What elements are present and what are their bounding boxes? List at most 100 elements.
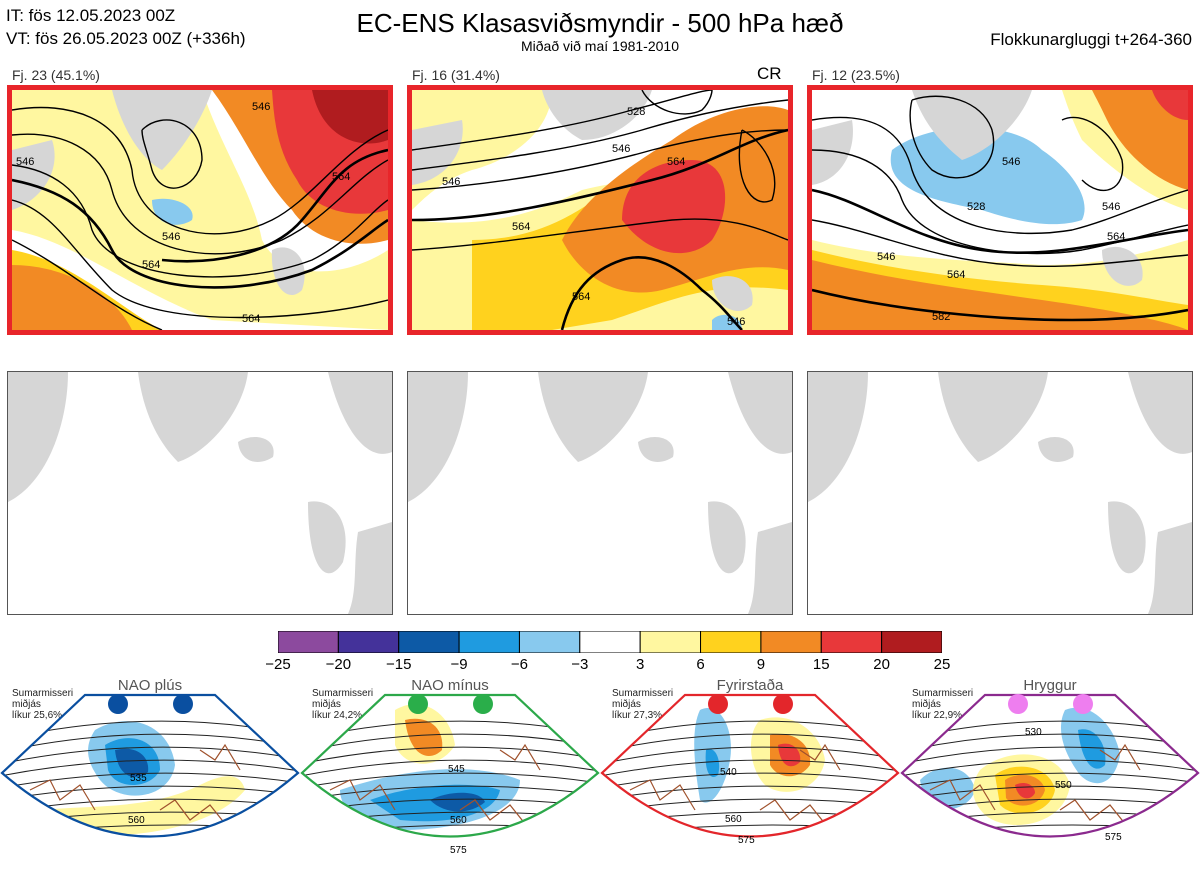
contour-label: 546 bbox=[162, 231, 180, 243]
page-title: EC-ENS Klasasviðsmyndir - 500 hPa hæð bbox=[356, 8, 844, 38]
land-europe bbox=[1108, 501, 1146, 574]
empty-map-2 bbox=[407, 371, 793, 615]
regime-contour bbox=[0, 838, 300, 848]
regime-mid: miðjás bbox=[612, 699, 641, 710]
regime-mid: miðjás bbox=[912, 699, 941, 710]
land-europe-south bbox=[1148, 522, 1192, 614]
regime-contour bbox=[2, 759, 298, 777]
regime-fan-map: 545 560 575 bbox=[300, 693, 600, 856]
regime-contour-label: 575 bbox=[450, 845, 467, 856]
land-greenland bbox=[538, 372, 648, 462]
colorbar-swatch bbox=[639, 630, 702, 654]
regime-contour-label: 545 bbox=[448, 764, 465, 775]
classification-window: Flokkunargluggi t+264-360 bbox=[990, 30, 1192, 49]
contour-label: 528 bbox=[627, 106, 645, 118]
colorbar-swatch bbox=[820, 630, 883, 654]
regime-anomaly-area bbox=[115, 748, 149, 777]
contour-line bbox=[12, 199, 388, 319]
regime-fan-bg bbox=[602, 695, 898, 837]
regime-anomaly-area bbox=[1010, 842, 1045, 854]
regime-anomaly-area bbox=[405, 718, 443, 757]
regime-contour bbox=[602, 733, 898, 753]
anomaly-red-ne bbox=[1152, 90, 1188, 120]
colorbar-swatches bbox=[277, 630, 943, 654]
contour-line-thick bbox=[560, 256, 743, 330]
regime-contour bbox=[2, 746, 298, 765]
contour-line bbox=[141, 119, 203, 189]
contour-label: 546 bbox=[16, 156, 34, 168]
colorbar-tick-label: −3 bbox=[571, 656, 589, 673]
anomaly-yellow bbox=[412, 90, 552, 210]
valid-time: VT: fös 26.05.2023 00Z (+336h) bbox=[6, 29, 246, 48]
land-greenland bbox=[542, 90, 652, 140]
land-greenland bbox=[138, 372, 248, 462]
regime-prob: líkur 24,2% bbox=[312, 710, 363, 721]
contour-label: 528 bbox=[967, 201, 985, 213]
regime-anomaly-area bbox=[40, 776, 245, 836]
regime-anomaly-area bbox=[430, 792, 485, 812]
cluster-map-3[interactable]: 546 564 582 546 528 546 564 bbox=[807, 85, 1193, 335]
regime-contour-label: 575 bbox=[1105, 832, 1122, 843]
regime-season: Sumarmisseri bbox=[912, 688, 974, 699]
contour-line bbox=[641, 90, 713, 115]
contour-line-thick bbox=[812, 188, 1188, 255]
regime-info: Sumarmisseri miðjás líkur 24,2% bbox=[312, 688, 373, 721]
regime-indicator-dot bbox=[173, 694, 193, 714]
contour-label: 564 bbox=[332, 171, 350, 183]
regime-season: Sumarmisseri bbox=[12, 688, 74, 699]
regime-indicator-dot bbox=[108, 694, 128, 714]
colorbar-tick-label: 6 bbox=[696, 656, 705, 673]
land-europe bbox=[308, 501, 346, 574]
regime-fan-outline bbox=[300, 693, 600, 838]
land-west bbox=[408, 372, 468, 502]
regime-contour bbox=[902, 746, 1198, 765]
contour-label: 564 bbox=[242, 313, 260, 325]
land-europe bbox=[712, 276, 753, 311]
cluster-map-1-svg: 546 564 564 546 546 564 bbox=[12, 90, 388, 330]
contour-label: 564 bbox=[142, 259, 160, 271]
contour-label: 564 bbox=[1107, 231, 1125, 243]
land-scandinavia bbox=[728, 372, 792, 454]
colorbar-swatch bbox=[458, 630, 520, 654]
anomaly-orange-ne bbox=[1092, 90, 1188, 190]
cluster-map-1[interactable]: 546 564 564 546 546 564 bbox=[7, 85, 393, 335]
cluster-map-2[interactable]: 546 564 546 564 564 546 528 bbox=[407, 85, 793, 335]
colorbar-tick-label: 3 bbox=[636, 656, 645, 673]
regime-season: Sumarmisseri bbox=[612, 688, 674, 699]
regime-contour bbox=[902, 733, 1198, 753]
regime-fan-map: 535 560 bbox=[0, 693, 300, 848]
regime-indicator-dot bbox=[408, 694, 428, 714]
regime-info: Sumarmisseri miðjás líkur 22,9% bbox=[912, 688, 973, 721]
regime-fan-map: 530 550 575 bbox=[900, 693, 1200, 854]
contour-line bbox=[812, 219, 1188, 268]
colorbar-tick-label: −25 bbox=[265, 656, 291, 673]
land-scandinavia bbox=[1128, 372, 1192, 454]
colorbar-swatch bbox=[700, 630, 762, 654]
contour-label: 546 bbox=[252, 101, 270, 113]
cluster-label-2: Fj. 16 (31.4%) bbox=[412, 67, 500, 83]
regime-contour-label: 560 bbox=[128, 815, 145, 826]
land-greenland bbox=[112, 90, 212, 170]
regime-indicator-dot bbox=[773, 694, 793, 714]
regime-contour bbox=[302, 772, 598, 789]
contour-label: 546 bbox=[877, 251, 895, 263]
colorbar-tick-label: −6 bbox=[510, 656, 529, 673]
regime-contour-label: 575 bbox=[738, 835, 755, 846]
land-west bbox=[12, 140, 55, 210]
anomaly-orange bbox=[812, 260, 1188, 330]
contour-label: 564 bbox=[572, 291, 590, 303]
regime-title: NAO plús bbox=[117, 677, 183, 694]
anomaly-blue bbox=[712, 314, 742, 330]
regime-prob: líkur 25,6% bbox=[12, 710, 63, 721]
regime-contour bbox=[2, 772, 298, 789]
colorbar-swatch bbox=[518, 630, 581, 654]
regime-fan-map: 540 560 575 bbox=[600, 693, 900, 846]
cluster-label-3: Fj. 12 (23.5%) bbox=[812, 67, 900, 83]
regime-info: Sumarmisseri miðjás líkur 25,6% bbox=[12, 688, 73, 721]
regime-info: Sumarmisseri miðjás líkur 27,3% bbox=[612, 688, 673, 721]
contour-line bbox=[812, 116, 1188, 235]
contour-label: 546 bbox=[727, 316, 745, 328]
regime-contour bbox=[602, 772, 898, 789]
contour-label: 546 bbox=[1102, 201, 1120, 213]
regime-contour-label: 560 bbox=[450, 815, 467, 826]
